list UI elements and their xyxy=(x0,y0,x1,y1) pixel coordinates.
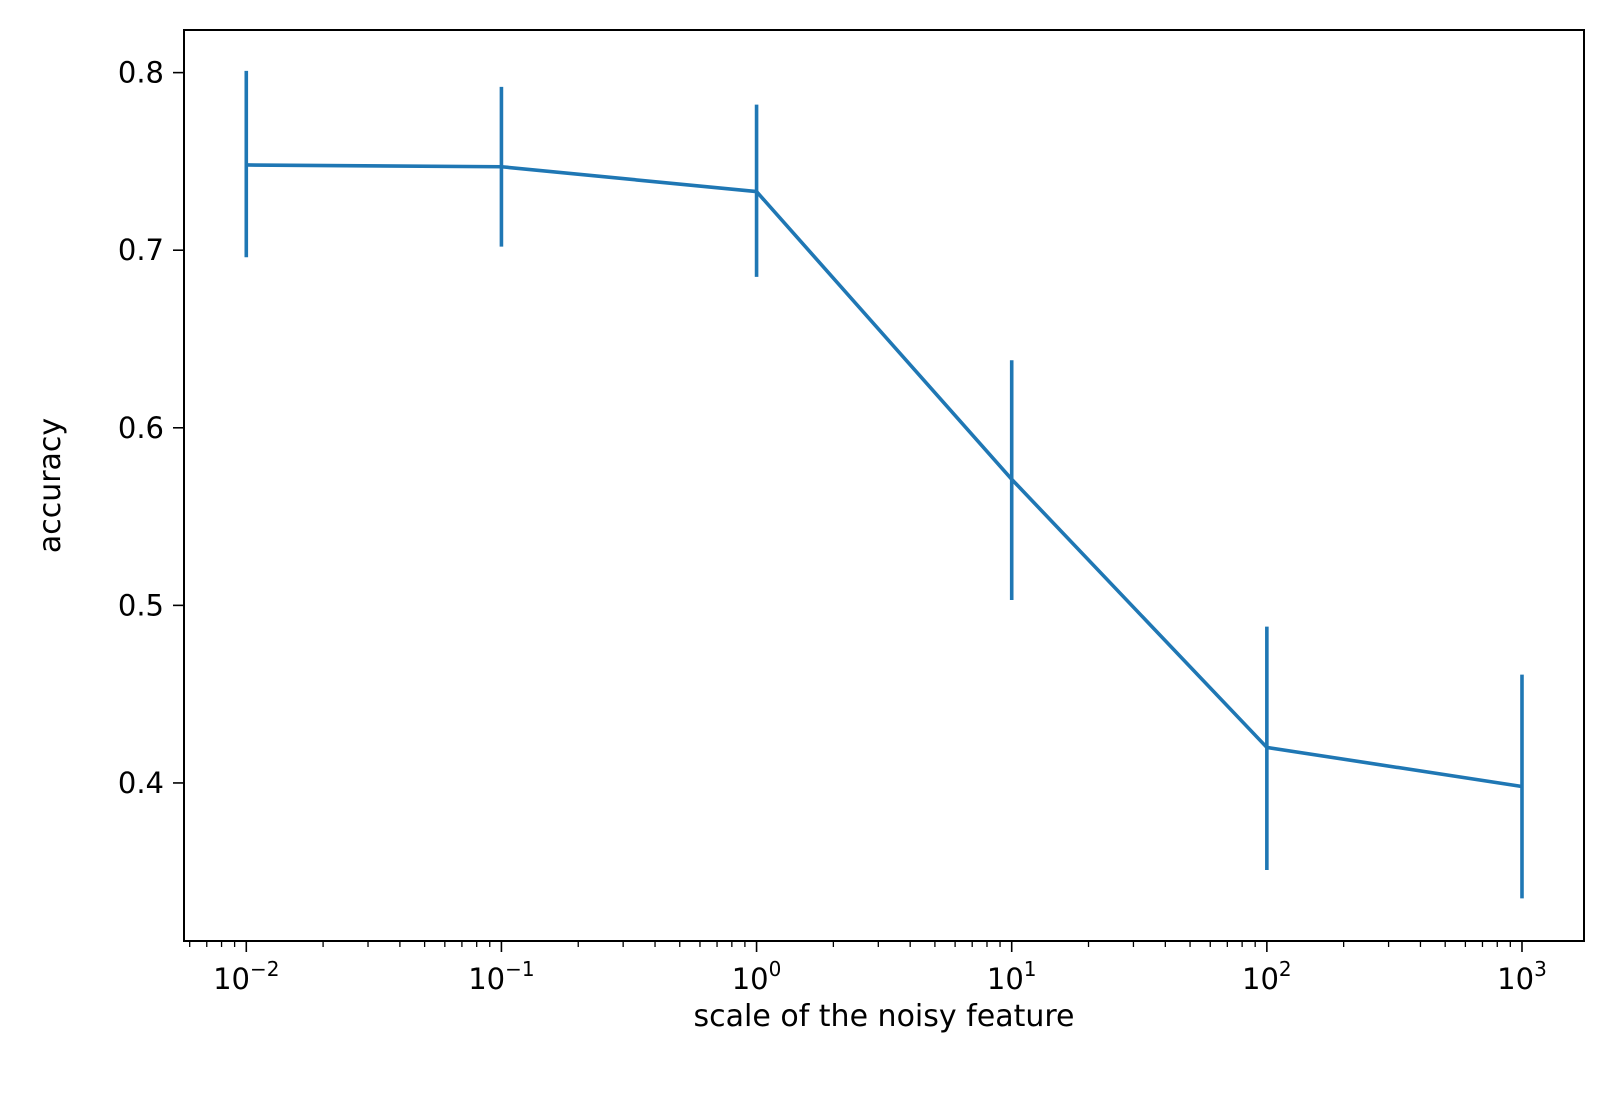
x-tick-label-exponent: 2 xyxy=(1279,957,1292,981)
y-axis-label: accuracy xyxy=(33,418,68,553)
y-tick-label: 0.6 xyxy=(118,411,164,445)
x-tick-label-exponent: 0 xyxy=(769,957,782,981)
y-tick-label: 0.5 xyxy=(118,588,164,622)
x-tick-label-base: 10 xyxy=(732,962,769,996)
x-tick-label-exponent: 3 xyxy=(1534,957,1547,981)
x-tick-label-base: 10 xyxy=(1242,962,1279,996)
x-tick-label-exponent: −2 xyxy=(250,957,279,981)
x-tick-label-base: 10 xyxy=(1497,962,1534,996)
x-tick-label-base: 10 xyxy=(987,962,1024,996)
y-tick-label: 0.7 xyxy=(118,233,164,267)
x-tick-label-base: 10 xyxy=(213,962,250,996)
y-tick-label: 0.8 xyxy=(118,56,164,90)
x-tick-label-base: 10 xyxy=(468,962,505,996)
y-tick-label: 0.4 xyxy=(118,766,164,800)
x-tick-label-exponent: 1 xyxy=(1024,957,1037,981)
x-tick-label-exponent: −1 xyxy=(505,957,534,981)
x-axis-label: scale of the noisy feature xyxy=(694,999,1075,1034)
